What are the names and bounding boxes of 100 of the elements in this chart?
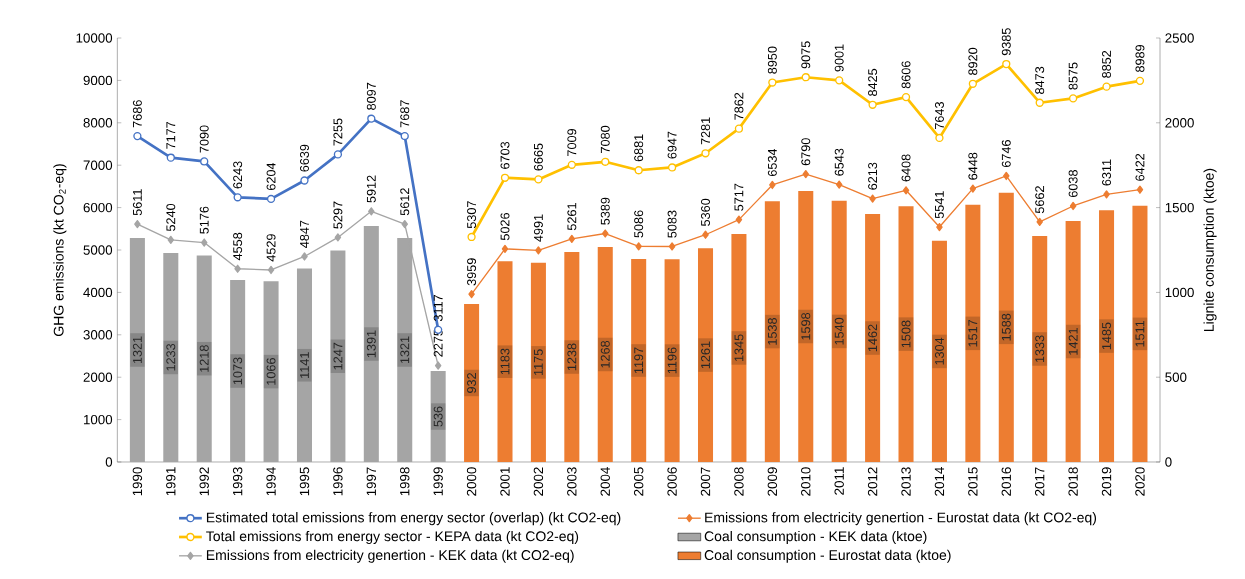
point <box>200 157 209 166</box>
data-label: 7080 <box>600 125 610 153</box>
data-label: 5026 <box>500 213 510 241</box>
x-tick-label: 2013 <box>901 467 911 496</box>
point <box>1069 201 1077 211</box>
data-label: 1462 <box>868 324 878 352</box>
y2-tick-label: 500 <box>1165 372 1187 382</box>
data-label: 8575 <box>1068 62 1078 90</box>
x-tick-label: 2001 <box>500 467 510 496</box>
data-label: 8920 <box>968 47 978 75</box>
x-tick-label: 2002 <box>533 467 544 496</box>
data-label: 6534 <box>767 148 777 177</box>
data-label: 1197 <box>634 347 644 374</box>
data-label: 1345 <box>734 334 744 362</box>
data-label: 6543 <box>834 148 844 176</box>
point <box>735 215 743 224</box>
y2-axis-title: Lignite consumption (ktoe) <box>1203 168 1217 331</box>
data-label: 5541 <box>935 191 944 219</box>
point <box>467 232 476 242</box>
point <box>869 194 876 203</box>
x-tick-label: 2003 <box>567 467 577 496</box>
data-label: 1540 <box>834 317 844 345</box>
x-tick-label: 2007 <box>700 467 711 496</box>
data-label: 5083 <box>667 210 677 238</box>
data-label: 1421 <box>1068 328 1078 355</box>
point <box>200 238 208 247</box>
point <box>601 229 609 238</box>
data-label: 7255 <box>333 118 343 146</box>
point <box>768 78 777 87</box>
data-label: 8852 <box>1102 50 1112 78</box>
data-label: 6243 <box>233 161 243 189</box>
point <box>1035 98 1044 107</box>
data-label: 1141 <box>300 352 309 378</box>
x-tick-label: 2014 <box>934 467 945 496</box>
point <box>701 149 710 158</box>
y-tick-label: 6000 <box>83 202 113 213</box>
point <box>801 73 810 82</box>
y-tick-label: 8000 <box>83 118 113 128</box>
point <box>1135 76 1145 86</box>
data-label: 4529 <box>266 234 276 262</box>
x-tick-label: 2009 <box>767 467 778 496</box>
legend-label: Coal consumption - Eurostat data (ktoe) <box>704 549 951 563</box>
x-tick-label: 2015 <box>968 467 978 496</box>
point <box>935 133 944 143</box>
data-label: 5612 <box>400 188 410 216</box>
data-label: 1511 <box>1135 320 1145 347</box>
point <box>667 163 677 172</box>
data-label: 1517 <box>968 319 978 347</box>
data-label: 8473 <box>1035 66 1045 94</box>
data-label: 5176 <box>199 206 209 234</box>
x-tick-label: 1990 <box>132 467 143 496</box>
point <box>868 100 877 109</box>
data-label: 5389 <box>600 197 610 225</box>
data-label: 1247 <box>333 342 343 370</box>
data-label: 1233 <box>166 343 176 371</box>
data-label: 1485 <box>1102 322 1112 350</box>
data-label: 6746 <box>1001 140 1011 168</box>
y-tick-label: 1000 <box>83 414 113 425</box>
y-tick-label: 3000 <box>83 330 113 340</box>
data-label: 6422 <box>1135 153 1145 181</box>
point <box>634 166 643 175</box>
point <box>968 79 977 88</box>
point <box>367 114 376 123</box>
legend-label: Coal consumption - KEK data (ktoe) <box>704 530 927 544</box>
x-tick-label: 2019 <box>1101 467 1112 496</box>
data-label: 3117 <box>433 294 443 322</box>
data-label: 1508 <box>901 320 911 348</box>
bar <box>1132 205 1148 462</box>
point <box>1102 82 1111 91</box>
data-label: 4558 <box>233 232 243 261</box>
x-tick-label: 1996 <box>333 467 343 496</box>
y2-tick-label: 1500 <box>1165 202 1194 213</box>
x-tick-label: 2018 <box>1068 467 1078 496</box>
bar <box>798 190 814 462</box>
data-label: 6204 <box>266 162 276 191</box>
point <box>969 184 977 193</box>
data-label: 7643 <box>934 102 944 130</box>
point <box>133 131 142 141</box>
y2-tick-label: 1000 <box>1165 287 1194 298</box>
point <box>1002 59 1011 69</box>
data-label: 5912 <box>366 175 376 203</box>
point <box>1068 94 1078 103</box>
data-label: 8989 <box>1135 45 1145 73</box>
point <box>568 234 576 244</box>
data-label: 6947 <box>667 131 677 159</box>
x-tick-label: 2016 <box>1001 467 1011 496</box>
y-tick-label: 10000 <box>76 33 113 43</box>
point <box>835 76 844 85</box>
point <box>702 230 709 239</box>
x-tick-label: 2017 <box>1034 467 1045 496</box>
data-label: 1238 <box>567 343 577 371</box>
x-tick-label: 1998 <box>400 467 410 496</box>
x-tick-label: 2011 <box>834 467 844 495</box>
legend-label: Estimated total emissions from energy sector (overlap) (kt CO2-eq) <box>206 512 621 526</box>
y-tick-label: 7000 <box>83 160 113 170</box>
data-label: 6213 <box>868 162 878 190</box>
data-label: 5307 <box>467 201 477 229</box>
data-label: 8950 <box>767 46 777 74</box>
point <box>267 265 275 275</box>
x-tick-label: 2010 <box>801 467 811 496</box>
